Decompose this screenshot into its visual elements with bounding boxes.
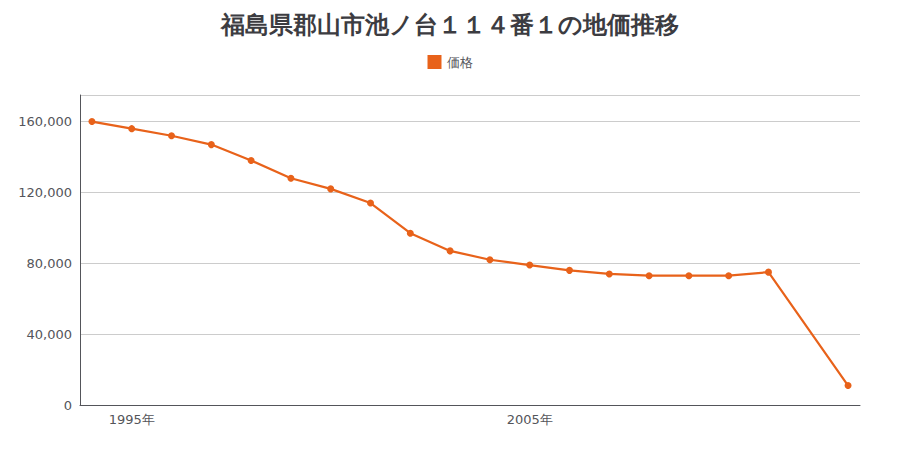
svg-text:120,000: 120,000 [18, 185, 72, 200]
svg-text:価格: 価格 [447, 55, 473, 70]
svg-text:40,000: 40,000 [27, 327, 73, 342]
svg-text:80,000: 80,000 [27, 256, 73, 271]
svg-text:160,000: 160,000 [18, 114, 72, 129]
svg-text:0: 0 [64, 398, 72, 413]
svg-text:2005年: 2005年 [507, 412, 553, 427]
svg-text:1995年: 1995年 [109, 412, 155, 427]
svg-text:福島県郡山市池ノ台１１４番１の地価推移: 福島県郡山市池ノ台１１４番１の地価推移 [220, 11, 679, 39]
